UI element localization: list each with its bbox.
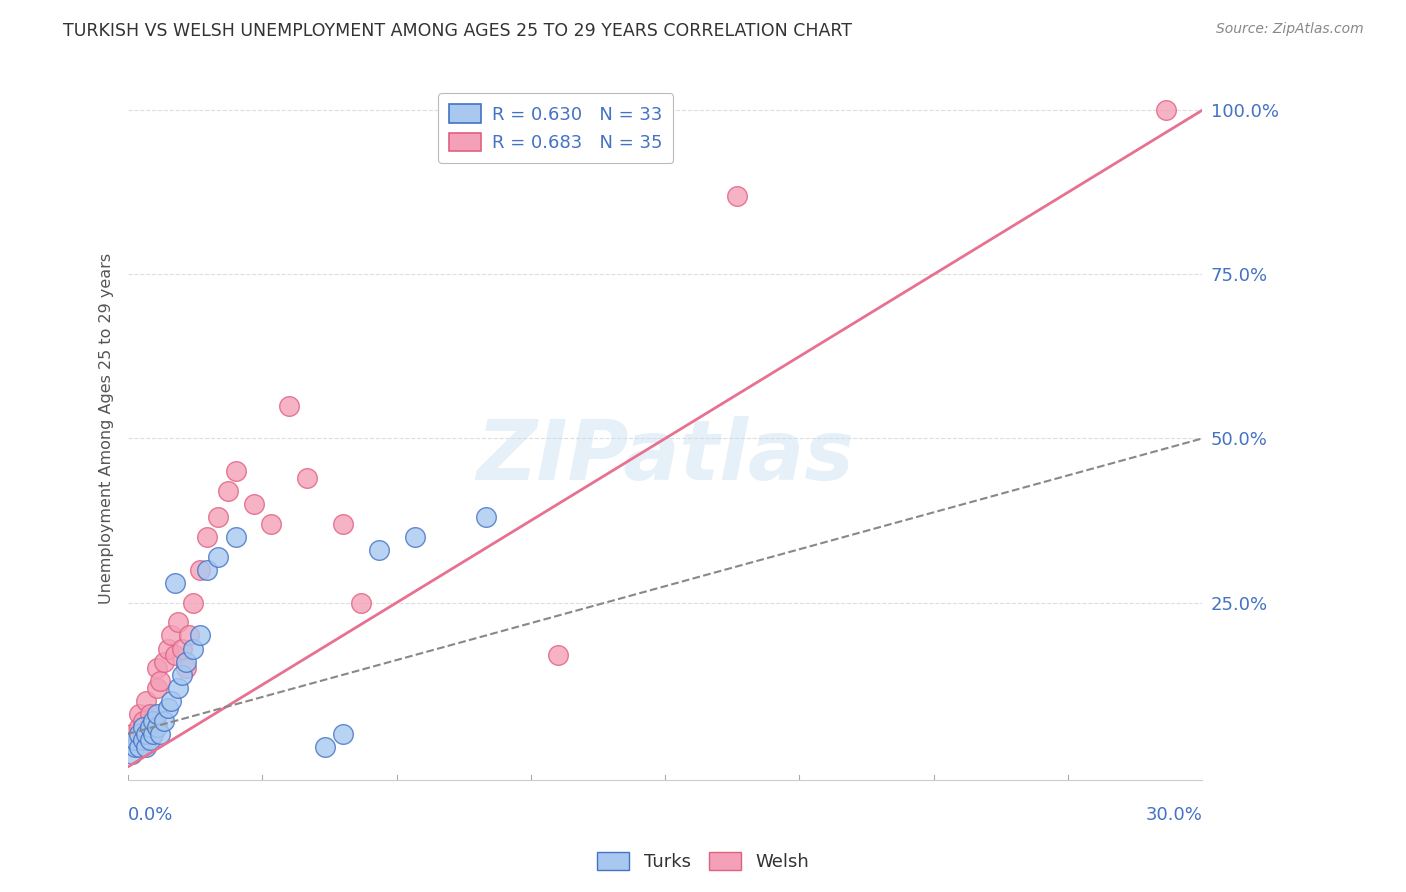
Point: [142, 727, 165, 741]
Point: [207, 549, 229, 564]
Text: ZIPatlas: ZIPatlas: [477, 417, 855, 497]
Point: [188, 563, 211, 577]
Point: [170, 641, 193, 656]
Point: [124, 733, 146, 747]
Point: [167, 681, 190, 695]
Point: [350, 596, 373, 610]
Point: [138, 707, 160, 722]
Point: [174, 655, 197, 669]
Point: [195, 563, 218, 577]
Point: [225, 530, 247, 544]
Text: 0.0%: 0.0%: [128, 806, 173, 824]
Text: 30.0%: 30.0%: [1146, 806, 1202, 824]
Legend: Turks, Welsh: Turks, Welsh: [589, 845, 817, 879]
Point: [146, 681, 169, 695]
Point: [195, 530, 218, 544]
Point: [225, 464, 247, 478]
Point: [124, 733, 146, 747]
Point: [146, 661, 169, 675]
Point: [367, 543, 389, 558]
Point: [124, 739, 146, 754]
Point: [128, 739, 150, 754]
Point: [177, 628, 200, 642]
Point: [135, 727, 157, 741]
Point: [121, 747, 143, 761]
Point: [160, 694, 183, 708]
Point: [188, 628, 211, 642]
Point: [142, 720, 165, 734]
Point: [131, 720, 153, 734]
Text: TURKISH VS WELSH UNEMPLOYMENT AMONG AGES 25 TO 29 YEARS CORRELATION CHART: TURKISH VS WELSH UNEMPLOYMENT AMONG AGES…: [63, 22, 852, 40]
Point: [146, 720, 169, 734]
Point: [1156, 103, 1178, 118]
Point: [332, 516, 354, 531]
Point: [149, 727, 172, 741]
Point: [135, 739, 157, 754]
Point: [135, 727, 157, 741]
Point: [153, 714, 176, 728]
Point: [181, 596, 204, 610]
Point: [404, 530, 426, 544]
Point: [242, 497, 264, 511]
Point: [142, 714, 165, 728]
Point: [156, 700, 179, 714]
Point: [167, 615, 190, 630]
Point: [153, 655, 176, 669]
Point: [181, 641, 204, 656]
Point: [314, 739, 336, 754]
Point: [174, 661, 197, 675]
Point: [131, 733, 153, 747]
Point: [278, 399, 301, 413]
Point: [207, 510, 229, 524]
Point: [138, 720, 160, 734]
Y-axis label: Unemployment Among Ages 25 to 29 years: Unemployment Among Ages 25 to 29 years: [100, 253, 114, 604]
Point: [725, 188, 748, 202]
Point: [138, 733, 160, 747]
Point: [332, 727, 354, 741]
Point: [475, 510, 498, 524]
Point: [163, 648, 186, 662]
Point: [128, 720, 150, 734]
Point: [149, 674, 172, 689]
Point: [163, 575, 186, 590]
Point: [135, 694, 157, 708]
Point: [156, 641, 179, 656]
Point: [218, 483, 240, 498]
Point: [160, 628, 183, 642]
Point: [170, 667, 193, 681]
Point: [260, 516, 283, 531]
Point: [128, 727, 150, 741]
Point: [297, 471, 319, 485]
Legend: R = 0.630   N = 33, R = 0.683   N = 35: R = 0.630 N = 33, R = 0.683 N = 35: [439, 94, 673, 163]
Text: Source: ZipAtlas.com: Source: ZipAtlas.com: [1216, 22, 1364, 37]
Point: [547, 648, 569, 662]
Point: [146, 707, 169, 722]
Point: [128, 707, 150, 722]
Point: [131, 714, 153, 728]
Point: [121, 727, 143, 741]
